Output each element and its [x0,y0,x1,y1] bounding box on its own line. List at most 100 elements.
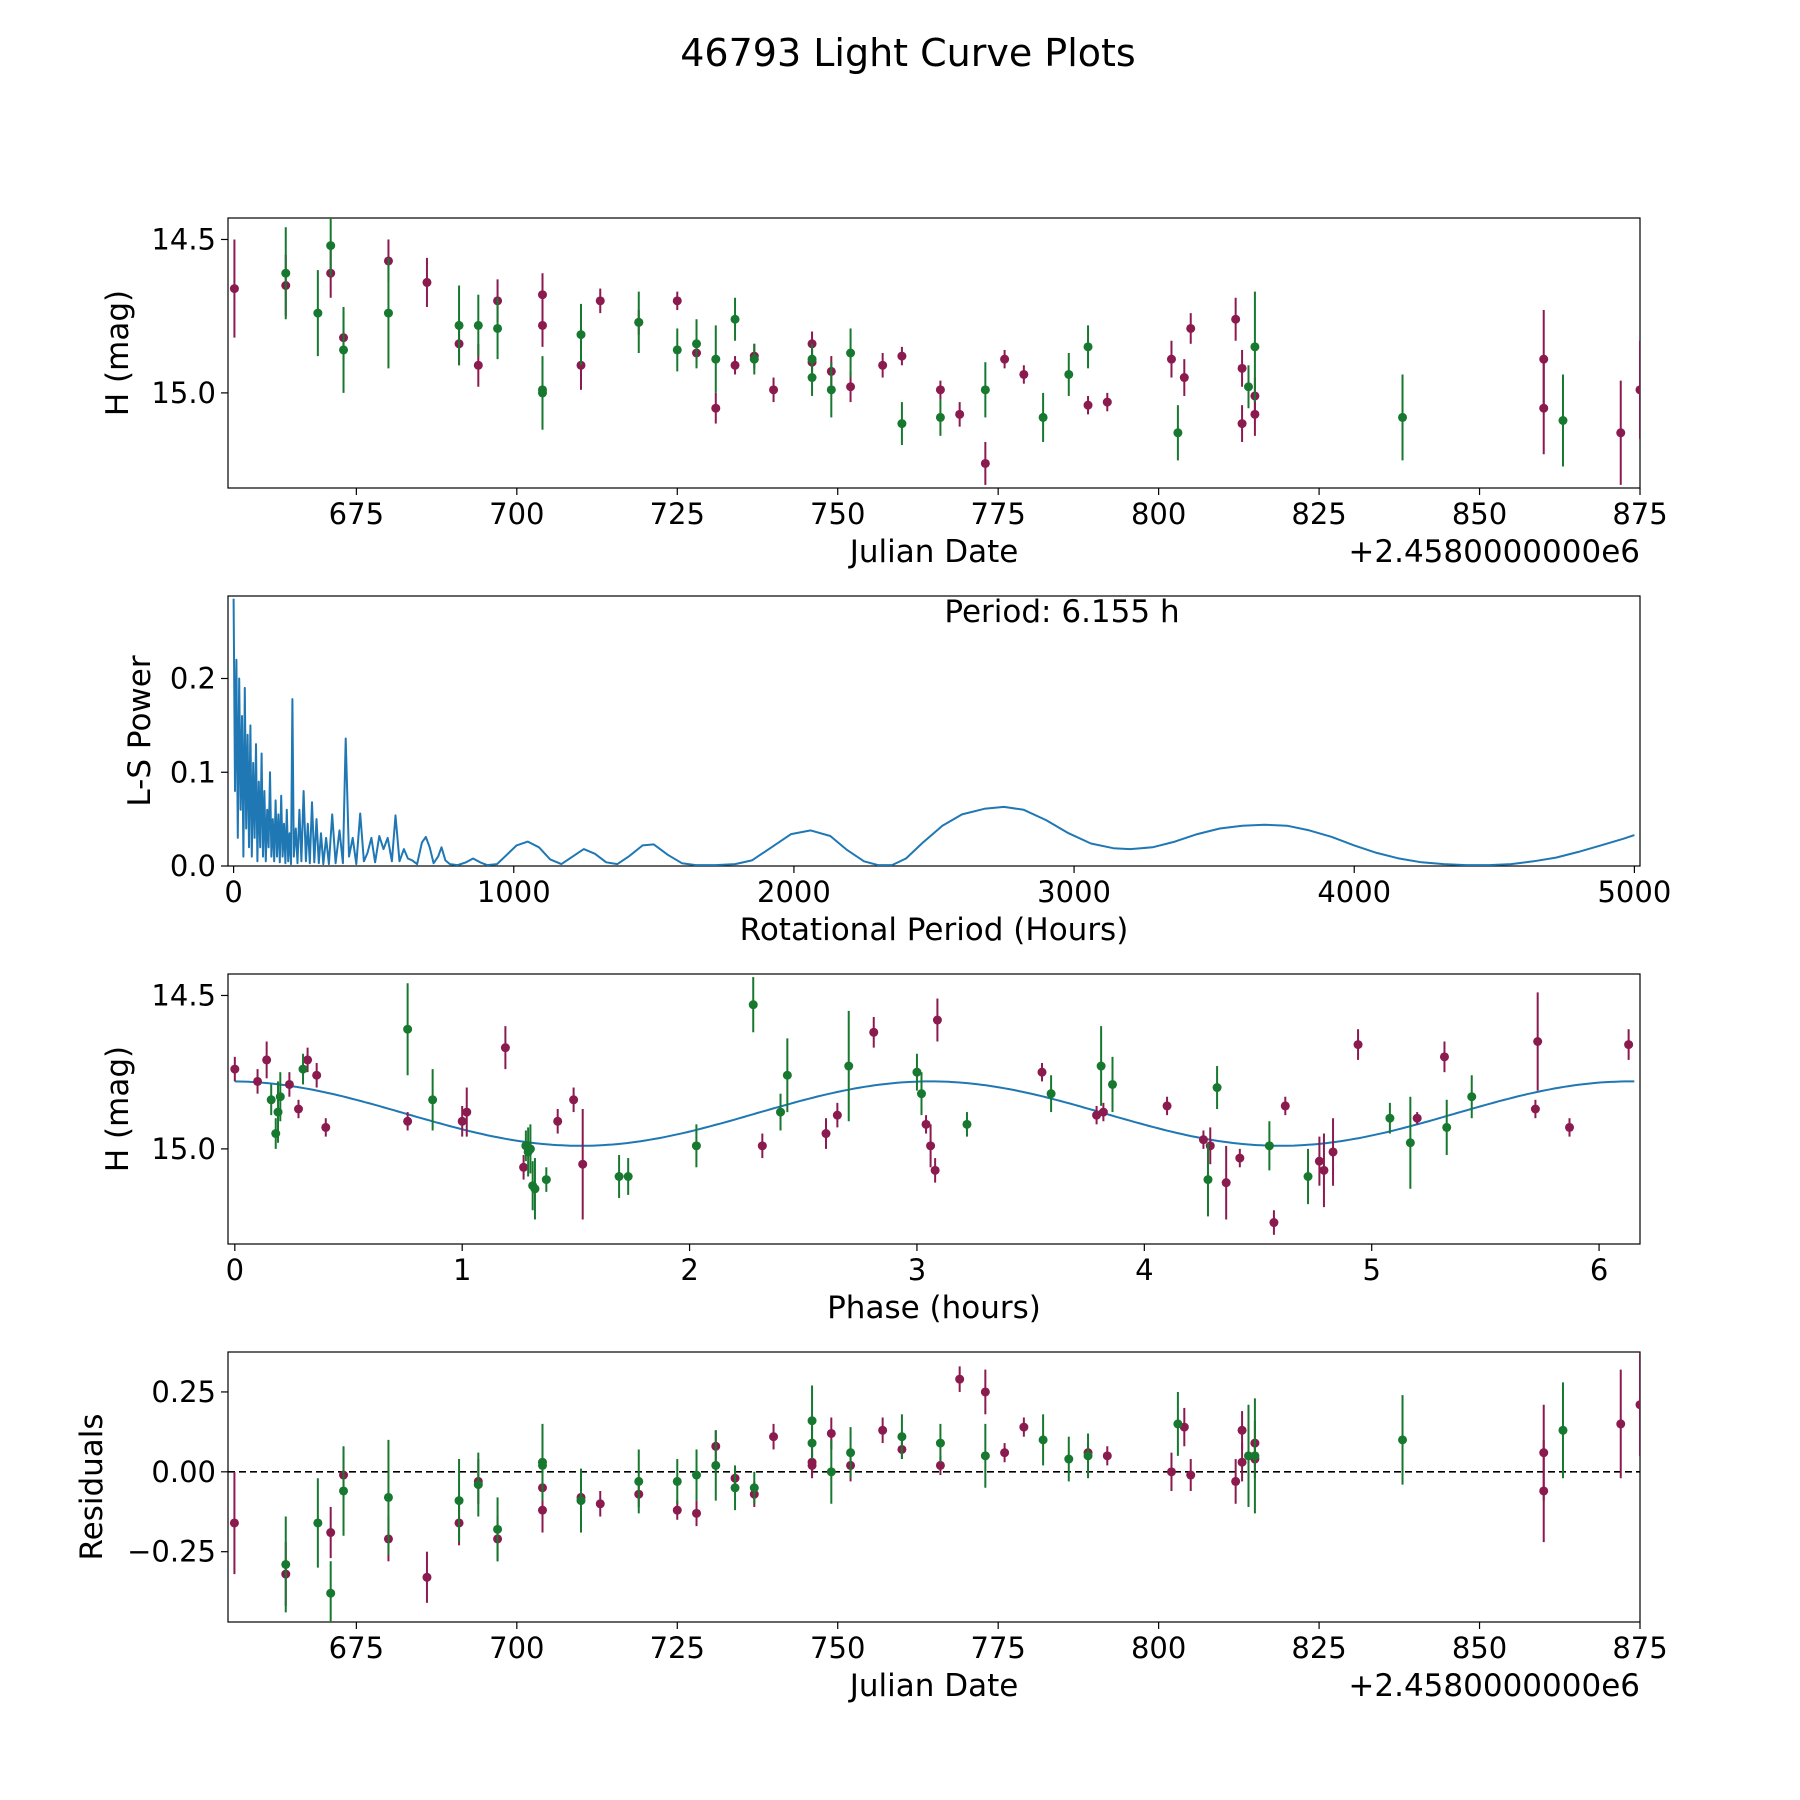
residuals-data-point [878,1425,888,1435]
residuals-data-point [576,1496,586,1506]
residuals-data-point [1243,1451,1253,1461]
phased-data-point [821,1129,831,1139]
lightcurve-data-point [1237,419,1247,429]
lightcurve-data-point [730,360,740,370]
lightcurve-data-point [846,382,856,392]
phased-data-point [1269,1218,1279,1228]
lightcurve-data-point [749,354,759,364]
phased-xtick-label: 5 [1362,1253,1380,1287]
lightcurve-data-point [807,354,817,364]
phased-plot-area [230,977,1635,1235]
periodogram-xtick-label: 3000 [1037,875,1111,909]
phased-data-point [748,1000,758,1010]
phased-data-point [623,1172,633,1181]
residuals-xtick-label: 750 [810,1631,865,1665]
lightcurve-data-point [1250,409,1260,419]
phased-data-point [403,1024,413,1034]
residuals-data-point [1398,1435,1408,1445]
residuals-offset-label: +2.4580000000e6 [1348,1668,1640,1704]
phased-data-point [541,1175,551,1185]
phased-data-point [782,1070,792,1080]
lightcurve-data-point [1064,369,1074,379]
lightcurve-ytick-label: 14.5 [151,222,216,256]
phased-panel: Phase (hours) H (mag) 0 1 2 3 4 5 6 15.0 14.5 [100,973,1641,1326]
periodogram-xtick-label: 5000 [1597,875,1671,909]
residuals-xtick-label: 800 [1131,1631,1186,1665]
residuals-data-point [846,1448,856,1458]
residuals-xtick-label: 875 [1612,1631,1667,1665]
residuals-data-point [672,1476,682,1486]
phased-data-point [569,1095,579,1105]
residuals-data-point [1064,1454,1074,1464]
lightcurve-data-point [955,409,965,419]
phased-data-point [312,1070,322,1080]
residuals-data-point [1635,1400,1640,1410]
phased-data-point [1198,1135,1208,1145]
residuals-data-point [692,1508,702,1518]
phased-data-point [691,1141,701,1151]
lightcurve-data-point [692,339,702,349]
phased-data-point [1221,1178,1231,1188]
residuals-data-point [313,1518,323,1528]
phased-plot-frame [227,973,1641,1245]
phased-data-point [1533,1037,1543,1046]
lightcurve-data-point [634,317,644,327]
period-annotation: Period: 6.155 h [944,594,1179,630]
residuals-data-point [826,1428,836,1438]
phased-ylabel: H (mag) [100,1046,136,1172]
phased-data-point [1280,1101,1290,1111]
phased-data-point [293,1104,303,1114]
phased-data-point [1037,1067,1047,1077]
residuals-data-point [1102,1451,1112,1461]
lightcurve-data-point [493,323,503,333]
phased-data-point [500,1043,510,1053]
residuals-data-point [1083,1451,1093,1461]
phased-data-point [916,1089,926,1099]
lightcurve-data-point [576,330,586,340]
residuals-data-point [1186,1470,1196,1480]
phased-data-point [1212,1083,1222,1093]
phased-data-point [614,1172,624,1181]
lightcurve-data-point [1019,369,1029,379]
residuals-data-point [473,1480,483,1490]
phased-data-point [457,1116,467,1126]
phased-data-point [1439,1052,1449,1062]
periodogram-xtick-label: 2000 [757,875,831,909]
phased-ytick-label: 14.5 [151,978,216,1012]
residuals-plot-frame [227,1351,1641,1623]
residuals-xtick-label: 700 [489,1631,544,1665]
phased-data-point [926,1141,936,1151]
residuals-data-point [1019,1422,1029,1432]
lightcurve-data-point [1635,385,1640,395]
phased-ytick-label: 15.0 [151,1132,216,1166]
phased-data-point [403,1116,413,1126]
phased-data-point [230,1064,240,1074]
phased-data-point [1624,1040,1634,1050]
residuals-xtick-label: 850 [1452,1631,1507,1665]
lightcurve-data-point [897,419,907,429]
residuals-xtick-label: 675 [329,1631,384,1665]
lightcurve-ytick-label: 15.0 [151,376,216,410]
figure-title: 46793 Light Curve Plots [680,31,1135,75]
phased-data-point [1092,1110,1102,1120]
residuals-data-point [807,1460,817,1470]
residuals-data-point [1231,1476,1241,1486]
lightcurve-data-point [1539,354,1549,364]
phased-data-point [844,1061,854,1071]
phased-data-point [1385,1113,1395,1123]
lightcurve-data-point [1000,354,1010,364]
residuals-data-point [807,1438,817,1448]
residuals-data-point [711,1460,721,1470]
residuals-data-point [935,1438,945,1448]
lightcurve-data-point [537,385,547,395]
lightcurve-offset-label: +2.4580000000e6 [1348,534,1640,570]
lightcurve-data-point [473,360,483,370]
lightcurve-xtick-label: 825 [1291,497,1346,531]
residuals-data-point [1166,1467,1176,1477]
lightcurve-data-point [1166,354,1176,364]
phased-data-point [1467,1092,1477,1102]
periodogram-ytick-label: 0.1 [170,755,216,789]
residuals-data-point [1250,1451,1260,1461]
lightcurve-data-point [1179,373,1189,383]
